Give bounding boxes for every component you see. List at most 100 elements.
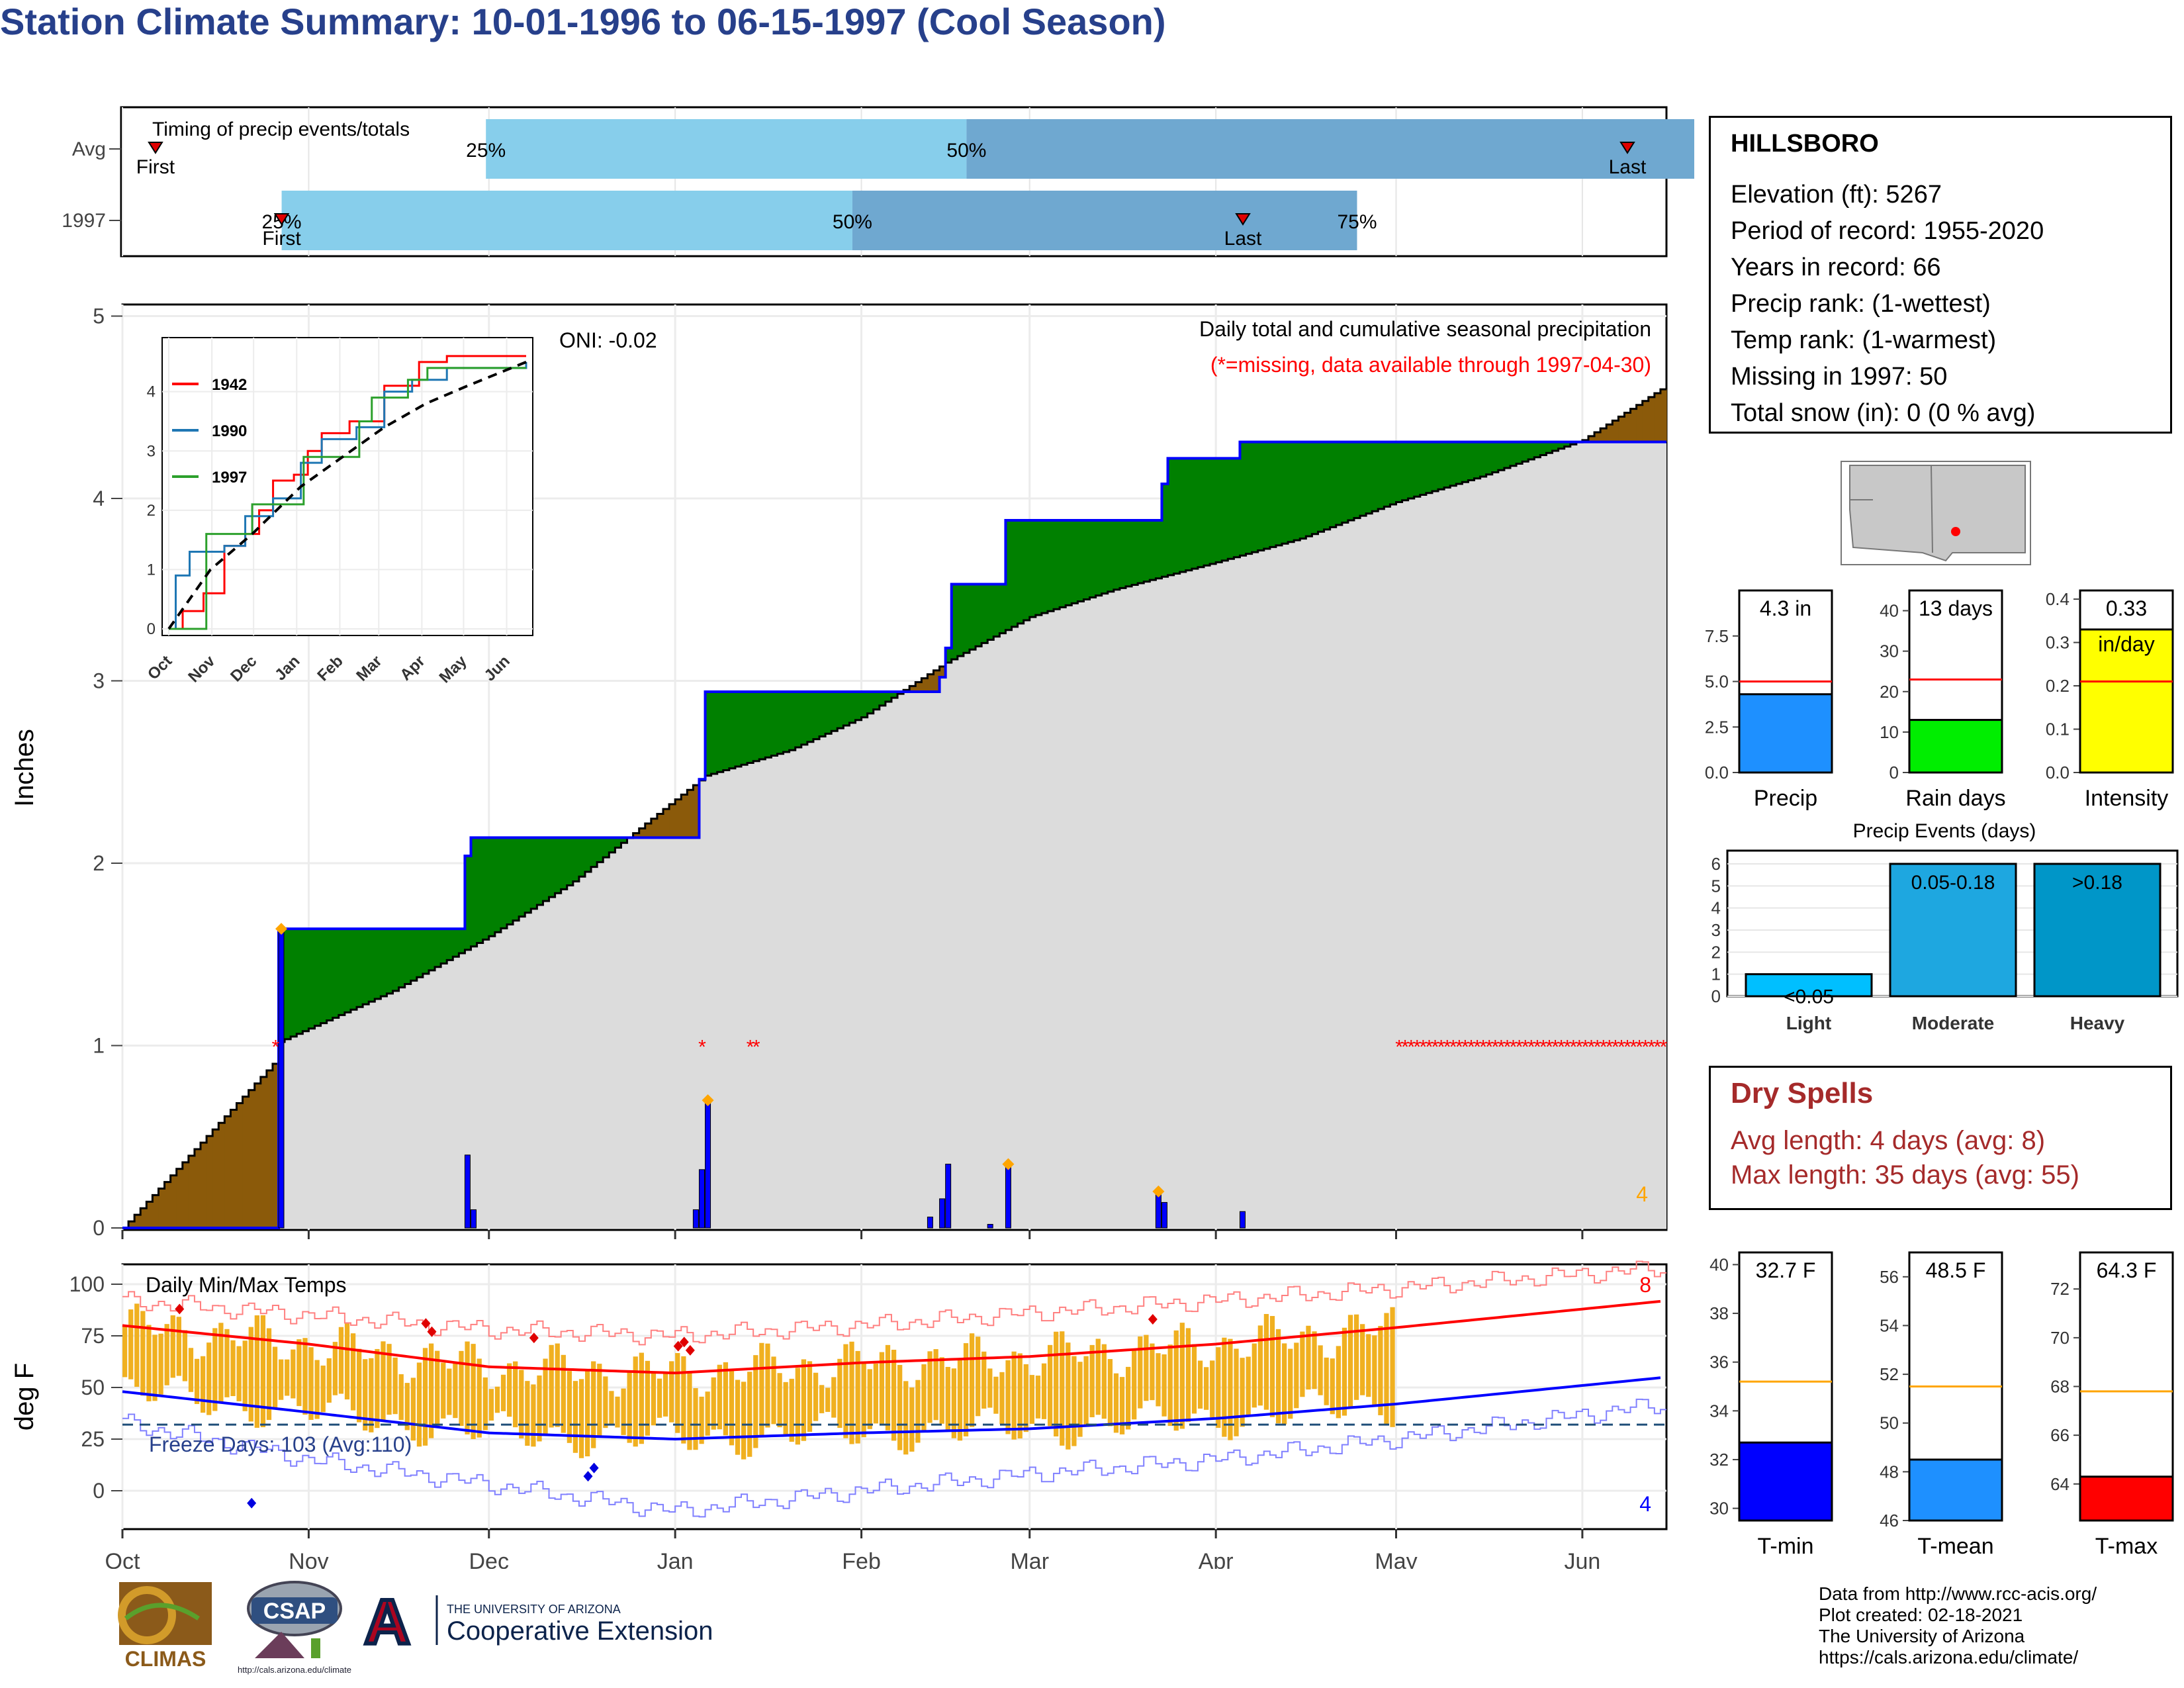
station-period: Period of record: 1955-2020: [1731, 217, 2044, 245]
surplus-area: [578, 837, 586, 877]
station-snow: Total snow (in): 0 (0 % avg): [1731, 399, 2036, 427]
missing-marker: *: [1461, 1037, 1469, 1058]
surplus-area: [1360, 442, 1367, 516]
daily-temp-bar: [705, 1391, 710, 1436]
last-marker: [1619, 142, 1635, 154]
deficit-area: [909, 686, 916, 692]
surplus-area: [332, 929, 340, 1018]
csap-logo-text: CSAP: [263, 1599, 326, 1624]
daily-temp-bar: [1077, 1362, 1083, 1437]
summary-ytick-label: 66: [2050, 1425, 2070, 1445]
summary-ytick-label: 56: [1880, 1267, 1899, 1287]
deficit-area: [1654, 393, 1661, 442]
summary-ytick-label: 10: [1880, 722, 1899, 742]
daily-precip-bar: [692, 1209, 699, 1229]
missing-marker: *: [1563, 1037, 1571, 1058]
missing-marker: *: [1510, 1037, 1518, 1058]
daily-temp-bar: [1132, 1349, 1137, 1420]
missing-marker: *: [1629, 1037, 1637, 1058]
daily-temp-bar: [308, 1347, 314, 1421]
daily-temp-bar: [176, 1317, 181, 1376]
daily-temp-bar: [1041, 1363, 1047, 1419]
daily-temp-bar: [369, 1358, 374, 1432]
daily-temp-bar: [387, 1344, 392, 1415]
surplus-area: [285, 929, 291, 1039]
surplus-area: [831, 692, 838, 731]
surplus-area: [314, 929, 322, 1026]
temp-title: Daily Min/Max Temps: [146, 1273, 346, 1297]
daily-temp-bar: [759, 1342, 764, 1437]
deficit-area: [921, 678, 929, 692]
surplus-area: [1023, 520, 1030, 620]
temp-ytick-label: 75: [81, 1324, 105, 1348]
surplus-area: [477, 837, 484, 943]
daily-temp-bar: [976, 1336, 981, 1417]
timing-bar-25-50: [281, 191, 852, 250]
event-category-label: Moderate: [1912, 1013, 1994, 1033]
summary-ytick-label: 0.1: [2046, 720, 2070, 739]
daily-temp-bar: [1173, 1330, 1179, 1431]
inset-month-label: Jan: [271, 652, 303, 684]
first-label: First: [136, 156, 175, 178]
daily-precip-bar: [927, 1216, 933, 1229]
missing-marker: *: [1407, 1037, 1415, 1058]
daily-precip-bar: [278, 928, 285, 1229]
missing-marker: *: [1491, 1037, 1499, 1058]
missing-marker: *: [1467, 1037, 1475, 1058]
surplus-area: [494, 837, 502, 933]
summary-title: Intensity: [2085, 786, 2169, 811]
daily-temp-bar: [1023, 1364, 1028, 1432]
daily-temp-bar: [291, 1349, 296, 1399]
daily-temp-bar: [1324, 1357, 1329, 1405]
missing-marker: *: [1606, 1037, 1614, 1058]
daily-temp-bar: [717, 1364, 722, 1430]
daily-temp-bar: [957, 1358, 963, 1441]
summary-value-label: 4.3 in: [1760, 596, 1811, 620]
deficit-area: [1624, 412, 1631, 442]
daily-temp-bar: [699, 1396, 704, 1444]
surplus-area: [584, 837, 592, 872]
surplus-area: [603, 837, 610, 858]
surplus-area: [1372, 442, 1379, 512]
daily-temp-bar: [260, 1315, 266, 1428]
inset-line-average: [167, 361, 527, 630]
daily-temp-bar: [332, 1342, 338, 1395]
missing-marker: *: [1395, 1037, 1403, 1058]
inset-month-label: Mar: [353, 652, 385, 684]
surplus-area: [1275, 442, 1283, 545]
daily-temp-bar: [422, 1348, 428, 1446]
daily-temp-bar: [1011, 1351, 1017, 1440]
daily-temp-bar: [603, 1376, 608, 1429]
daily-temp-bar: [693, 1387, 698, 1450]
surplus-area: [867, 692, 874, 714]
deficit-area: [663, 809, 670, 838]
daily-temp-bar: [410, 1378, 416, 1441]
events-ytick-label: 4: [1711, 898, 1721, 918]
daily-temp-bar: [543, 1358, 548, 1434]
summary-ytick-label: 5.0: [1705, 672, 1729, 692]
timing-row-1997-label: 1997: [62, 210, 106, 232]
daily-temp-bar: [1035, 1376, 1041, 1419]
deficit-area: [140, 1208, 147, 1228]
temp-count-high: 8: [1639, 1273, 1651, 1297]
inset-legend-label: 1997: [212, 469, 247, 487]
surplus-area: [441, 929, 447, 964]
daily-temp-bar: [338, 1327, 344, 1394]
surplus-area: [1089, 520, 1097, 598]
surplus-area: [717, 692, 724, 773]
surplus-area: [825, 692, 832, 734]
deficit-area: [1618, 416, 1625, 442]
daily-temp-bar: [375, 1348, 380, 1429]
station-location-dot: [1951, 527, 1960, 536]
daily-temp-bar: [1306, 1325, 1311, 1390]
missing-marker: *: [1437, 1037, 1445, 1058]
surplus-area: [795, 692, 802, 748]
daily-temp-bar: [1113, 1373, 1119, 1433]
daily-temp-bar: [789, 1378, 794, 1442]
station-years: Years in record: 66: [1731, 254, 1941, 281]
surplus-area: [1402, 442, 1409, 500]
precip-count-label: 4: [1636, 1182, 1648, 1206]
surplus-area: [1347, 442, 1355, 521]
surplus-area: [747, 692, 754, 763]
